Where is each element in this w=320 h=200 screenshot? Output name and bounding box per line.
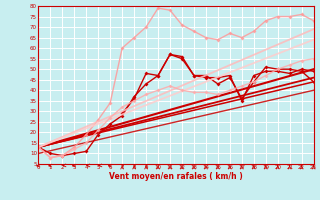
X-axis label: Vent moyen/en rafales ( km/h ): Vent moyen/en rafales ( km/h ): [109, 172, 243, 181]
